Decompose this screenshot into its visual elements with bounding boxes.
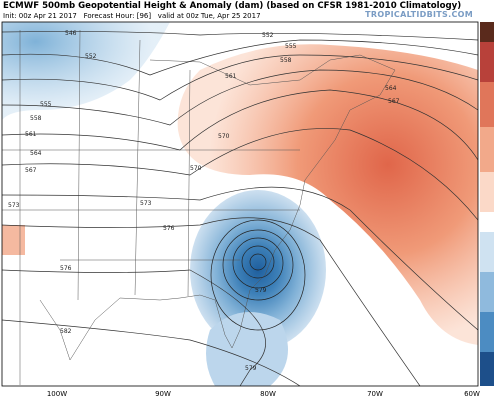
colorbar <box>480 22 494 386</box>
colorbar-swatch <box>480 42 494 82</box>
contour-label: 558 <box>280 57 292 64</box>
contour-label: 579 <box>245 365 257 372</box>
ridge-anomaly <box>177 44 478 346</box>
longitude-label: 80W <box>260 390 276 398</box>
contour-label: 570 <box>190 165 202 172</box>
colorbar-swatch <box>480 312 494 352</box>
contour-label: 567 <box>25 167 37 174</box>
anomaly-tail <box>206 312 288 386</box>
colorbar-swatch <box>480 232 494 272</box>
contour-label: 573 <box>8 202 20 209</box>
title: ECMWF 500mb Geopotential Height & Anomal… <box>3 1 462 11</box>
contour-label: 582 <box>60 328 72 335</box>
contour-label: 555 <box>285 43 297 50</box>
low-contours <box>210 219 306 331</box>
contour-label: 570 <box>218 133 230 140</box>
init-time: Init: 00z Apr 21 2017 <box>3 12 77 20</box>
longitude-label: 60W <box>464 390 480 398</box>
colorbar-swatch <box>480 127 494 172</box>
map-frame <box>1 21 479 387</box>
trough-anomaly <box>2 22 170 120</box>
forecast-hour: Forecast Hour: [96] <box>83 12 152 20</box>
longitude-label: 70W <box>367 390 383 398</box>
longitude-label: 100W <box>47 390 67 398</box>
colorbar-swatch <box>480 172 494 212</box>
contour-label: 567 <box>388 98 400 105</box>
longitude-label: 90W <box>155 390 171 398</box>
contour-label: 576 <box>163 225 175 232</box>
contour-label: 555 <box>40 101 52 108</box>
colorbar-swatch <box>480 212 494 232</box>
contour-label: 558 <box>30 115 42 122</box>
contour-label: 552 <box>85 53 97 60</box>
longitude-labels: 100W 90W 80W 70W 60W <box>47 390 480 398</box>
map-body <box>2 22 478 386</box>
contour-label: 579 <box>255 287 267 294</box>
contour-label: 576 <box>60 265 72 272</box>
colorbar-swatch <box>480 82 494 127</box>
valid-time: valid at 00z Tue, Apr 25 2017 <box>157 12 261 20</box>
contour-label: 561 <box>25 131 37 138</box>
subtitle: Init: 00z Apr 21 2017 Forecast Hour: [96… <box>3 12 261 20</box>
contour-label: 546 <box>65 30 77 37</box>
colorbar-swatch <box>480 272 494 312</box>
contour-label: 561 <box>225 73 237 80</box>
contour-label: 552 <box>262 32 274 39</box>
contour-label: 564 <box>30 150 42 157</box>
watermark: TROPICALTIDBITS.COM <box>365 10 473 19</box>
anomaly-patch <box>2 225 25 255</box>
height-contours <box>2 31 478 386</box>
colorbar-swatch <box>480 352 494 386</box>
contour-label: 564 <box>385 85 397 92</box>
colorbar-swatch <box>480 22 494 42</box>
contour-labels: 546 552 555 558 561 564 567 570 573 576 … <box>8 30 400 372</box>
contour-label: 573 <box>140 200 152 207</box>
